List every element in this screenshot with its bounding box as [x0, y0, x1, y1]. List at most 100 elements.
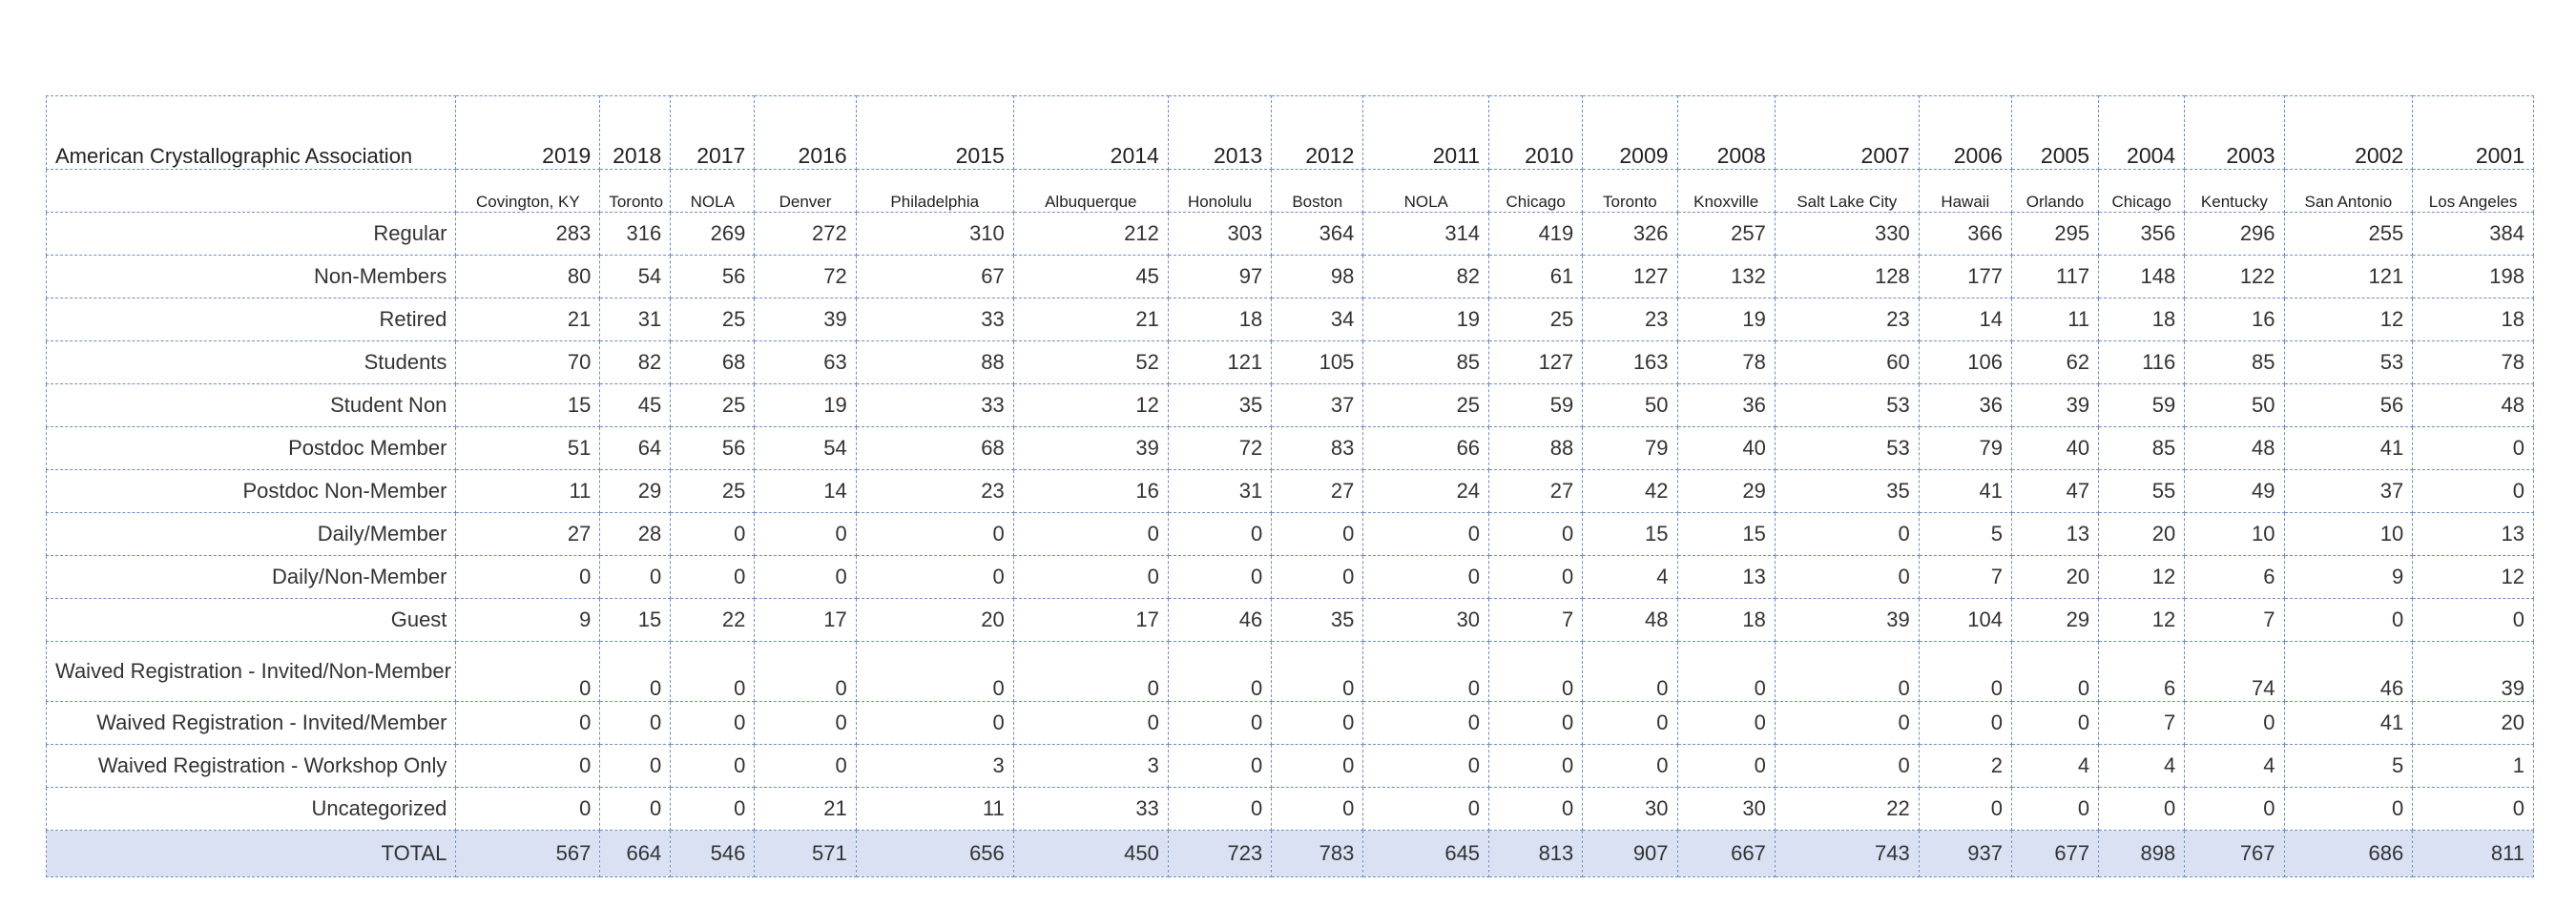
cell-value: 70 [455, 340, 601, 384]
row-label: Waived Registration - Invited/Member [45, 701, 457, 745]
cell-value: 56 [670, 426, 756, 470]
total-value: 767 [2184, 830, 2285, 877]
cell-value: 283 [455, 212, 601, 256]
cell-value: 0 [2010, 787, 2100, 831]
cell-value: 0 [1012, 512, 1169, 556]
cell-value: 45 [599, 383, 672, 427]
row-label: Students [45, 340, 457, 384]
cell-value: 0 [670, 555, 756, 599]
cell-value: 72 [754, 255, 857, 299]
cell-value: 42 [1582, 469, 1678, 513]
cell-value: 35 [1271, 598, 1364, 642]
cell-value: 6 [2098, 641, 2186, 702]
cell-value: 122 [2184, 255, 2285, 299]
cell-value: 30 [1582, 787, 1678, 831]
cell-value: 48 [1582, 598, 1678, 642]
cell-value: 27 [1271, 469, 1364, 513]
cell-value: 9 [2283, 555, 2414, 599]
cell-value: 0 [1676, 701, 1776, 745]
cell-value: 74 [2184, 641, 2285, 702]
cell-value: 78 [2412, 340, 2534, 384]
row-label: Daily/Member [45, 512, 457, 556]
cell-value: 0 [1271, 744, 1364, 788]
table-row: Postdoc Non-Member 11 29 25 14 23 16 31 27 24 27 42… [45, 469, 2534, 513]
cell-value: 316 [599, 212, 672, 256]
cell-value: 59 [2098, 383, 2186, 427]
city-header: Covington, KY [455, 169, 601, 213]
cell-value: 0 [1488, 744, 1584, 788]
cell-value: 0 [754, 555, 857, 599]
cell-value: 41 [2283, 426, 2414, 470]
cell-value: 326 [1582, 212, 1678, 256]
cell-value: 0 [2412, 598, 2534, 642]
cell-value: 0 [1774, 744, 1920, 788]
cell-value: 54 [599, 255, 672, 299]
cell-value: 33 [1012, 787, 1169, 831]
total-row: TOTAL 567 664 546 571 656 450 723 783 645 813 907 66… [45, 830, 2534, 877]
row-label: Uncategorized [45, 787, 457, 831]
cell-value: 68 [670, 340, 756, 384]
total-value: 937 [1918, 830, 2012, 877]
cell-value: 310 [855, 212, 1014, 256]
cell-value: 15 [1676, 512, 1776, 556]
table-row: Students 70 82 68 63 88 52 121 105 85 127 163 78 60 10… [45, 340, 2534, 384]
cell-value: 117 [2010, 255, 2100, 299]
city-header: Toronto [1582, 169, 1678, 213]
city-header: Toronto [599, 169, 672, 213]
cell-value: 105 [1271, 340, 1364, 384]
cell-value: 18 [1167, 298, 1273, 341]
cell-value: 54 [754, 426, 857, 470]
cell-value: 7 [1918, 555, 2012, 599]
city-header: Boston [1271, 169, 1364, 213]
cell-value: 177 [1918, 255, 2012, 299]
year-header: 2014 [1012, 95, 1169, 170]
row-label: Regular [45, 212, 457, 256]
year-header: 2015 [855, 95, 1014, 170]
cell-value: 0 [1918, 641, 2012, 702]
total-value: 813 [1488, 830, 1584, 877]
cell-value: 25 [670, 383, 756, 427]
city-header: Los Angeles [2412, 169, 2534, 213]
cell-value: 0 [2010, 701, 2100, 745]
cell-value: 0 [855, 512, 1014, 556]
cell-value: 198 [2412, 255, 2534, 299]
cell-value: 64 [599, 426, 672, 470]
cell-value: 0 [754, 641, 857, 702]
cell-value: 51 [455, 426, 601, 470]
city-header: NOLA [670, 169, 756, 213]
cell-value: 0 [1167, 641, 1273, 702]
cell-value: 35 [1167, 383, 1273, 427]
city-header: Orlando [2010, 169, 2100, 213]
cell-value: 4 [1582, 555, 1678, 599]
organization-title: American Crystallographic Association [45, 95, 457, 170]
cell-value: 45 [1012, 255, 1169, 299]
attendance-table: American Crystallographic Association 20… [45, 95, 2534, 877]
city-header-blank [45, 169, 457, 213]
cell-value: 356 [2098, 212, 2186, 256]
cell-value: 3 [1012, 744, 1169, 788]
cell-value: 21 [1012, 298, 1169, 341]
cell-value: 0 [599, 555, 672, 599]
total-value: 686 [2283, 830, 2414, 877]
row-label: Waived Registration - Workshop Only [45, 744, 457, 788]
cell-value: 4 [2010, 744, 2100, 788]
total-value: 567 [455, 830, 601, 877]
cell-value: 0 [1012, 701, 1169, 745]
cell-value: 0 [1582, 701, 1678, 745]
cell-value: 0 [599, 744, 672, 788]
cell-value: 0 [1167, 512, 1273, 556]
cell-value: 13 [2010, 512, 2100, 556]
total-value: 783 [1271, 830, 1364, 877]
cell-value: 2 [1918, 744, 2012, 788]
cell-value: 21 [455, 298, 601, 341]
cell-value: 18 [2098, 298, 2186, 341]
year-header: 2007 [1774, 95, 1920, 170]
cell-value: 0 [670, 787, 756, 831]
cell-value: 121 [1167, 340, 1273, 384]
cell-value: 82 [1362, 255, 1490, 299]
cell-value: 12 [2098, 598, 2186, 642]
cell-value: 97 [1167, 255, 1273, 299]
cell-value: 30 [1676, 787, 1776, 831]
total-value: 907 [1582, 830, 1678, 877]
table-row: Daily/Member 27 28 0 0 0 0 0 0 0 0 15 15 0 5 13 20 10 10 13 [45, 512, 2534, 556]
